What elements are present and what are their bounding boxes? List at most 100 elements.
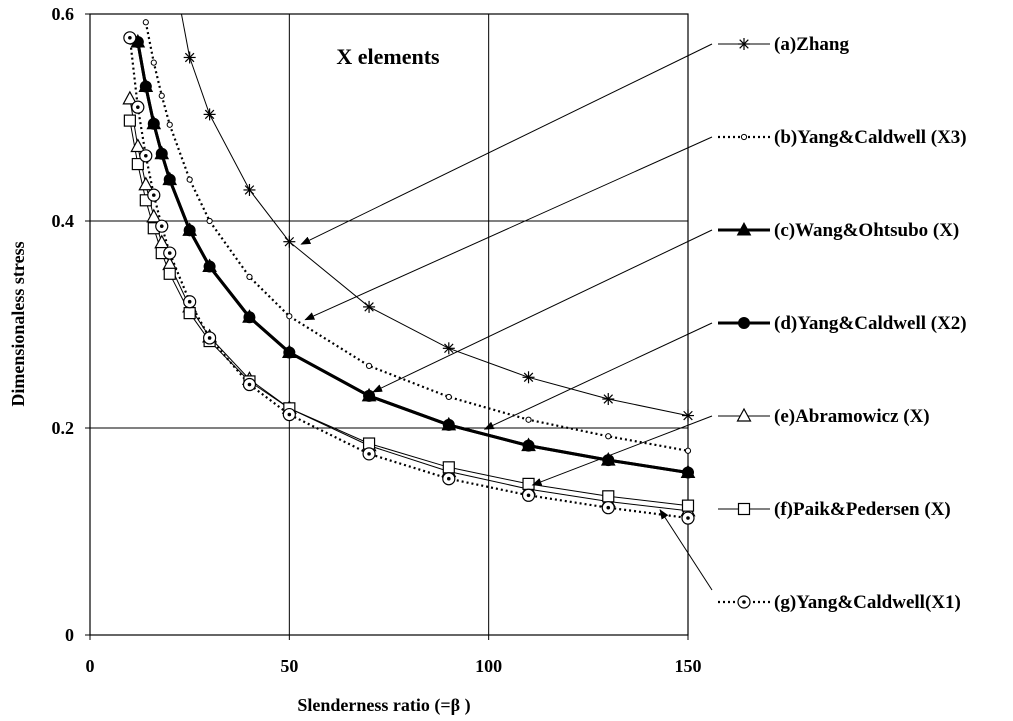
y-axis-title: Dimensionaless stress: [8, 241, 28, 406]
series-line-6: [129, 120, 688, 507]
data-point-4: [139, 80, 152, 93]
axes: [85, 13, 689, 640]
legend-swatch-marker: [738, 38, 750, 50]
legend-swatch-marker: [737, 502, 751, 516]
data-point-7: [601, 501, 615, 515]
data-point-4: [243, 311, 256, 324]
data-point-7: [242, 377, 257, 392]
legend-swatch-marker: [738, 317, 750, 329]
data-point-4: [183, 224, 196, 237]
annotation-arrow: [300, 43, 713, 245]
data-point-7: [163, 246, 177, 260]
series-line-1-extension: [180, 14, 191, 58]
data-point-1: [203, 108, 216, 121]
data-point-2: [525, 416, 532, 423]
x-tick-label: 150: [675, 656, 702, 676]
data-point-7: [147, 188, 161, 202]
data-point-6: [602, 490, 615, 503]
chart-title: X elements: [336, 44, 440, 69]
legend-item-5: (e)Abramowicz (X): [718, 406, 930, 427]
tick-labels: 0 50 100 150 0 0.2 0.4 0.6: [52, 4, 702, 676]
data-point-4: [155, 147, 168, 160]
legend-swatch-marker: [736, 407, 752, 422]
data-point-7: [681, 511, 695, 525]
annotation-arrow: [483, 322, 713, 430]
legend-label: (a)Zhang: [774, 34, 849, 55]
data-point-7: [155, 219, 169, 233]
annotation-arrow: [372, 229, 713, 393]
data-point-2: [684, 447, 692, 454]
series-line-4: [136, 41, 688, 474]
plot-area-border: [89, 13, 689, 636]
data-point-2: [365, 362, 373, 369]
data-point-2: [158, 92, 165, 99]
data-point-7: [203, 331, 217, 345]
data-point-1: [283, 235, 296, 248]
data-point-4: [522, 439, 535, 452]
legend-label: (d)Yang&Caldwell (X2): [774, 313, 967, 334]
data-point-1: [363, 300, 376, 313]
legend: (a)Zhang (b)Yang&Caldwell (X3) (c)Wang&Oht…: [718, 34, 967, 613]
legend-item-2: (b)Yang&Caldwell (X3): [718, 127, 967, 148]
data-point-2: [286, 313, 293, 320]
x-tick-label: 100: [475, 656, 502, 676]
y-tick-label: 0.4: [52, 211, 75, 231]
data-point-6: [163, 267, 176, 280]
data-point-2: [445, 393, 452, 401]
annotation-arrow: [531, 415, 713, 486]
data-point-5: [122, 90, 138, 105]
data-point-7: [521, 488, 536, 502]
annotation-arrow: [659, 509, 713, 591]
data-point-7: [362, 447, 376, 461]
series-layer: [128, 14, 688, 520]
series-line-7: [128, 37, 688, 520]
legend-swatch-marker: [736, 221, 752, 236]
data-point-1: [442, 342, 455, 355]
annotation-arrow: [304, 136, 713, 321]
data-point-6: [123, 114, 136, 127]
legend-swatch-marker: [737, 595, 751, 609]
data-point-5: [146, 208, 162, 223]
legend-label: (c)Wang&Ohtsubo (X): [774, 220, 959, 241]
data-point-6: [681, 499, 695, 512]
data-point-1: [602, 393, 615, 406]
data-point-7: [139, 149, 153, 163]
data-point-2: [166, 121, 173, 128]
data-point-7: [282, 407, 296, 422]
data-point-6: [522, 477, 535, 490]
data-point-6: [183, 307, 196, 320]
data-point-7: [442, 472, 456, 486]
data-point-2: [605, 433, 612, 440]
grid-lines: [90, 13, 689, 635]
data-point-2: [186, 176, 193, 183]
series-line-1: [189, 57, 688, 417]
legend-label: (f)Paik&Pedersen (X): [774, 499, 951, 520]
data-point-6: [131, 157, 144, 171]
legend-swatch-marker: [740, 133, 748, 141]
data-point-5: [138, 176, 154, 191]
x-tick-label: 0: [86, 656, 95, 676]
data-point-4: [363, 389, 376, 402]
data-point-4: [283, 346, 296, 359]
legend-item-4: (d)Yang&Caldwell (X2): [718, 313, 967, 334]
legend-label: (e)Abramowicz (X): [774, 406, 930, 427]
x-axis-title: Slenderness ratio (=β ): [297, 695, 470, 716]
data-point-2: [142, 19, 149, 26]
data-point-7: [131, 100, 145, 114]
legend-item-3: (c)Wang&Ohtsubo (X): [718, 220, 959, 241]
data-point-4: [203, 260, 216, 273]
legend-item-1: (a)Zhang: [718, 34, 849, 55]
marker-layer: [122, 19, 696, 525]
data-point-2: [150, 59, 157, 66]
annotation-arrows: [300, 43, 713, 591]
data-point-1: [682, 409, 694, 422]
data-point-1: [243, 183, 256, 196]
data-point-7: [183, 295, 197, 309]
data-point-6: [442, 461, 455, 474]
legend-item-7: (g)Yang&Caldwell(X1): [718, 592, 961, 613]
data-point-7: [123, 31, 137, 45]
y-tick-label: 0: [65, 625, 74, 645]
series-line-3: [136, 41, 688, 474]
legend-label: (b)Yang&Caldwell (X3): [774, 127, 967, 148]
